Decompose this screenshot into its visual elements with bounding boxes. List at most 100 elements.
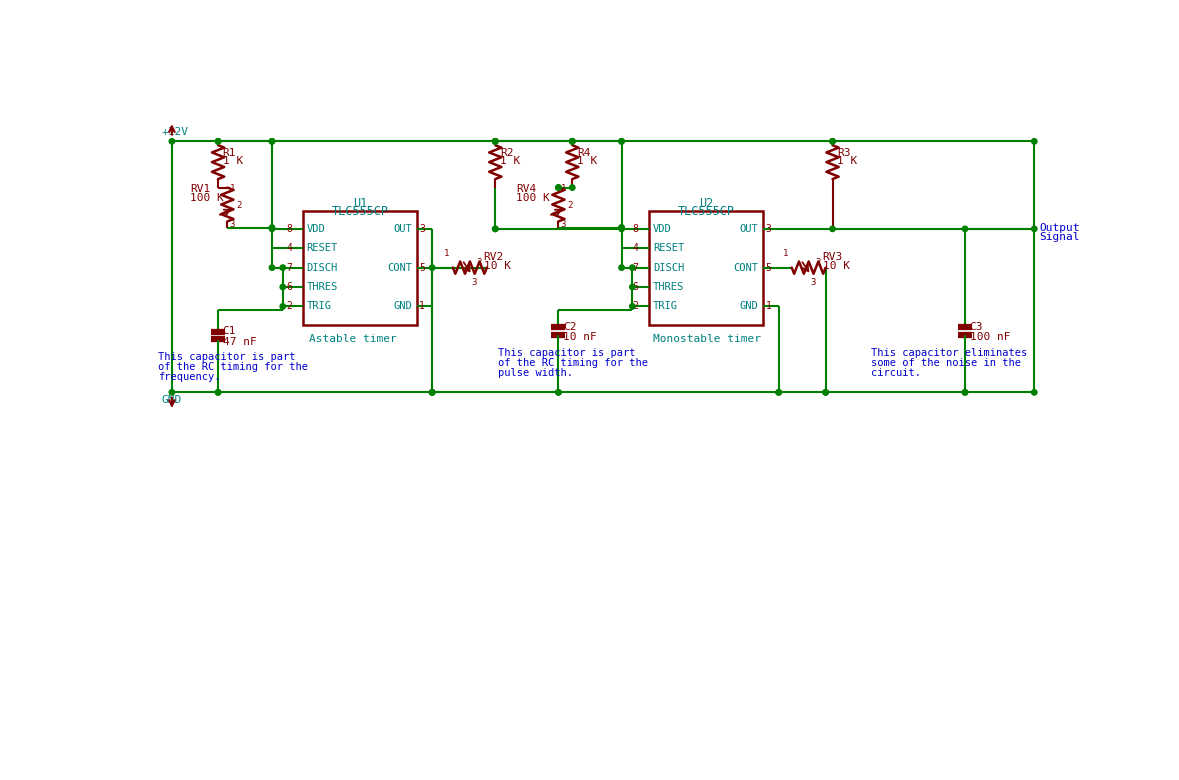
Text: R2: R2 — [500, 147, 513, 158]
Bar — [650, 211, 763, 324]
Text: +12V: +12V — [162, 127, 189, 137]
Circle shape — [830, 139, 835, 144]
Text: U1: U1 — [353, 197, 367, 210]
Text: 8: 8 — [286, 224, 292, 234]
Text: TLC555CP: TLC555CP — [678, 205, 735, 218]
Text: CONT: CONT — [387, 263, 413, 273]
Circle shape — [269, 265, 275, 271]
Text: 47 nF: 47 nF — [223, 337, 257, 347]
Circle shape — [429, 390, 435, 395]
Text: VDD: VDD — [307, 224, 325, 234]
Circle shape — [776, 390, 782, 395]
Circle shape — [493, 226, 498, 232]
Text: 1: 1 — [783, 249, 788, 258]
Text: 1: 1 — [443, 249, 449, 258]
Text: 3: 3 — [472, 278, 476, 287]
Circle shape — [216, 139, 220, 144]
Text: 4: 4 — [286, 243, 292, 254]
Text: 2: 2 — [567, 201, 573, 211]
Circle shape — [619, 265, 624, 271]
Text: RV2: RV2 — [483, 252, 503, 262]
Text: CONT: CONT — [733, 263, 758, 273]
Circle shape — [429, 390, 435, 395]
Text: 2: 2 — [815, 258, 821, 268]
Circle shape — [429, 265, 435, 271]
Circle shape — [1032, 390, 1038, 395]
Text: 10 K: 10 K — [823, 261, 850, 271]
Circle shape — [281, 284, 285, 289]
Text: RV3: RV3 — [823, 252, 843, 262]
Text: This capacitor is part: This capacitor is part — [499, 348, 635, 358]
Circle shape — [830, 226, 835, 232]
Text: C1: C1 — [223, 326, 236, 336]
Circle shape — [1032, 226, 1038, 232]
Circle shape — [619, 139, 624, 144]
Text: C2: C2 — [564, 321, 577, 331]
Text: 2: 2 — [633, 301, 639, 311]
Text: 2: 2 — [476, 258, 481, 268]
Text: 3: 3 — [765, 224, 771, 234]
Text: 1: 1 — [765, 301, 771, 311]
Circle shape — [493, 139, 498, 144]
Text: 2: 2 — [237, 201, 242, 211]
Text: VDD: VDD — [653, 224, 672, 234]
Circle shape — [269, 139, 275, 144]
Text: RV4: RV4 — [516, 184, 536, 193]
Text: Signal: Signal — [1039, 232, 1080, 242]
Circle shape — [170, 390, 174, 395]
Text: 1 K: 1 K — [223, 156, 243, 166]
Text: TRIG: TRIG — [653, 301, 678, 311]
Circle shape — [170, 139, 174, 144]
Text: of the RC timing for the: of the RC timing for the — [158, 363, 308, 372]
Text: C3: C3 — [969, 321, 983, 331]
Circle shape — [823, 390, 829, 395]
Circle shape — [493, 139, 498, 144]
Text: R4: R4 — [577, 147, 591, 158]
Circle shape — [216, 390, 220, 395]
Circle shape — [269, 226, 275, 232]
Circle shape — [962, 390, 968, 395]
Circle shape — [569, 139, 575, 144]
Text: RV1: RV1 — [190, 184, 211, 193]
Text: 6: 6 — [286, 282, 292, 292]
Text: circuit.: circuit. — [871, 367, 921, 378]
Text: 3: 3 — [810, 278, 816, 287]
Circle shape — [630, 265, 635, 271]
Text: 1: 1 — [230, 184, 235, 193]
Text: 100 K: 100 K — [190, 193, 224, 203]
Text: 5: 5 — [765, 263, 771, 273]
Circle shape — [619, 139, 624, 144]
Circle shape — [962, 226, 968, 232]
Text: 10 nF: 10 nF — [564, 332, 597, 342]
Circle shape — [619, 225, 624, 230]
Circle shape — [281, 265, 285, 271]
Circle shape — [830, 139, 835, 144]
Text: This capacitor is part: This capacitor is part — [158, 353, 296, 363]
Text: TRIG: TRIG — [307, 301, 331, 311]
Text: 4: 4 — [633, 243, 639, 254]
Text: 7: 7 — [633, 263, 639, 273]
Text: 5: 5 — [419, 263, 424, 273]
Text: GND: GND — [394, 301, 413, 311]
Circle shape — [555, 390, 561, 395]
Circle shape — [619, 226, 624, 232]
Circle shape — [493, 139, 498, 144]
Circle shape — [269, 139, 275, 144]
Text: 2: 2 — [286, 301, 292, 311]
Circle shape — [569, 139, 575, 144]
Text: TLC555CP: TLC555CP — [331, 205, 388, 218]
Text: GND: GND — [162, 395, 182, 406]
Circle shape — [216, 390, 220, 395]
Circle shape — [429, 390, 435, 395]
Text: RESET: RESET — [307, 243, 338, 254]
Text: THRES: THRES — [653, 282, 684, 292]
Text: frequency.: frequency. — [158, 372, 220, 382]
Circle shape — [1032, 139, 1038, 144]
Text: OUT: OUT — [394, 224, 413, 234]
Text: Monostable timer: Monostable timer — [653, 334, 762, 344]
Text: Output: Output — [1039, 223, 1080, 232]
Text: DISCH: DISCH — [653, 263, 684, 273]
Text: 3: 3 — [230, 220, 235, 229]
Text: pulse width.: pulse width. — [499, 367, 573, 378]
Circle shape — [493, 226, 498, 232]
